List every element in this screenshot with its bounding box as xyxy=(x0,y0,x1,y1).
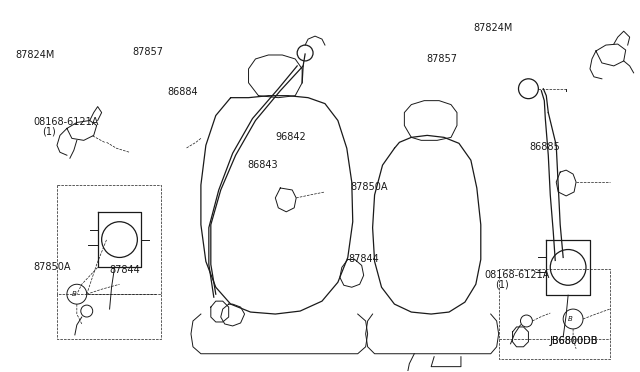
Text: 87857: 87857 xyxy=(427,54,458,64)
Text: 86843: 86843 xyxy=(247,160,278,170)
Text: 86884: 86884 xyxy=(168,87,198,97)
Text: 87857: 87857 xyxy=(132,47,164,57)
Text: 87844: 87844 xyxy=(109,265,140,275)
Text: JB6800DB: JB6800DB xyxy=(550,336,598,346)
Text: (1): (1) xyxy=(495,279,509,289)
Text: 87844: 87844 xyxy=(349,254,380,264)
Text: (1): (1) xyxy=(42,126,56,137)
Text: 96842: 96842 xyxy=(276,132,307,142)
Text: 86885: 86885 xyxy=(530,142,561,152)
Text: JB6800DB: JB6800DB xyxy=(550,336,598,346)
Text: 08168-6121A: 08168-6121A xyxy=(484,270,549,280)
Text: 87850A: 87850A xyxy=(33,262,70,272)
Text: 87824M: 87824M xyxy=(15,50,54,60)
Text: 87850A: 87850A xyxy=(351,182,388,192)
Text: B: B xyxy=(72,291,76,297)
Text: 87824M: 87824M xyxy=(474,23,513,33)
Text: B: B xyxy=(568,316,573,322)
Text: 08168-6121A: 08168-6121A xyxy=(33,118,99,128)
